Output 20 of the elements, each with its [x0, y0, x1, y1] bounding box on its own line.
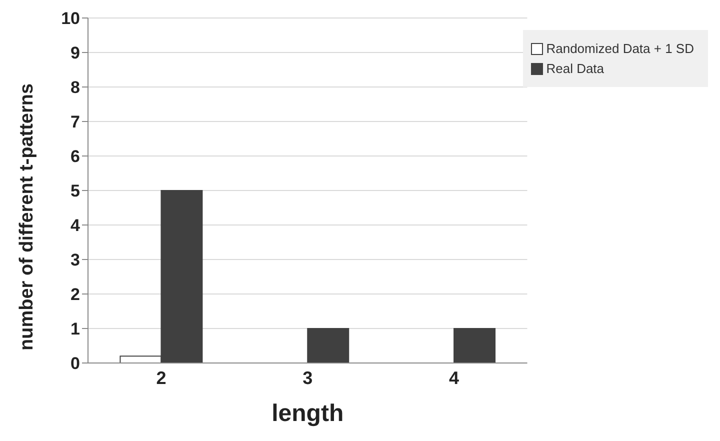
- y-tick-label: 1: [70, 320, 80, 339]
- y-tick-label: 0: [70, 354, 80, 374]
- bar: [454, 328, 496, 363]
- y-tick-label: 8: [70, 78, 80, 98]
- x-tick-label: 2: [156, 368, 166, 388]
- bar: [307, 328, 350, 363]
- y-tick-label: 4: [70, 216, 81, 236]
- y-tick-label: 10: [61, 9, 80, 28]
- legend-label: Real Data: [545, 61, 606, 76]
- x-tick-label: 4: [449, 368, 460, 388]
- legend-label: Randomized Data + 1 SD: [545, 41, 694, 56]
- y-axis-title: number of different t-patterns: [16, 83, 38, 350]
- y-tick-label: 3: [70, 250, 80, 270]
- y-tick-label: 6: [70, 147, 80, 166]
- x-axis-title: length: [272, 400, 344, 427]
- x-tick-label: 3: [302, 368, 313, 388]
- y-tick-label: 7: [70, 112, 80, 132]
- y-tick-label: 5: [70, 182, 80, 201]
- y-tick-label: 2: [70, 285, 80, 304]
- y-tick-label: 9: [70, 44, 80, 63]
